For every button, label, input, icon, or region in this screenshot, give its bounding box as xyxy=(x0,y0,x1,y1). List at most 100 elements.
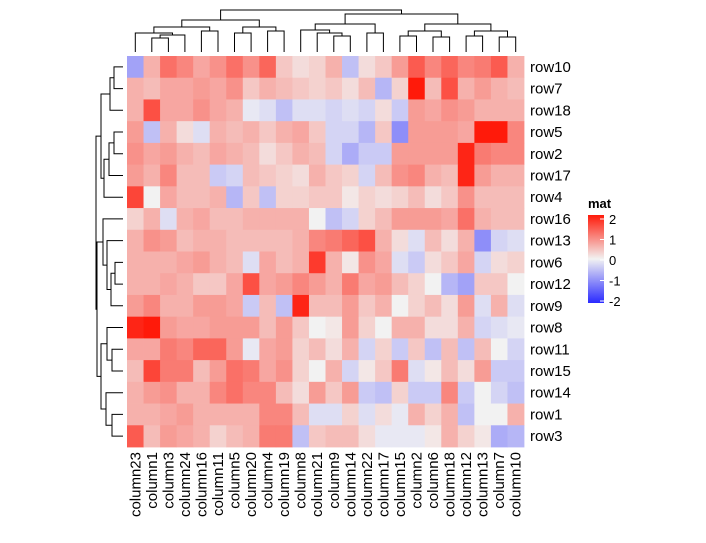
heatmap-cell-row16-column10 xyxy=(507,208,525,231)
heatmap-cell-row12-column1 xyxy=(143,273,161,296)
heatmap-cell-row9-column14 xyxy=(342,294,359,318)
column-labels: column23 column1 column3 column24 column16 co… xyxy=(127,452,524,517)
heatmap-cell-row3-column12 xyxy=(457,425,475,448)
heatmap-cell-row3-column8 xyxy=(292,425,310,448)
heatmap-cell-row10-column6 xyxy=(424,56,442,79)
heatmap-cell-row11-column8 xyxy=(292,338,310,361)
heatmap-cell-row9-column12 xyxy=(457,294,475,318)
heatmap-cell-row14-column23 xyxy=(127,381,144,404)
heatmap-cell-row5-column1 xyxy=(143,121,161,144)
heatmap-cell-row17-column14 xyxy=(342,164,359,187)
heatmap-cell-row7-column6 xyxy=(424,77,442,100)
heatmap-cell-row17-column6 xyxy=(424,164,442,187)
heatmap-cell-row13-column6 xyxy=(424,229,442,252)
heatmap-cell-row18-column15 xyxy=(391,99,409,122)
heatmap-cell-row6-column7 xyxy=(490,251,508,274)
heatmap-cell-row15-column20 xyxy=(242,360,260,383)
heatmap-cell-row15-column4 xyxy=(259,360,277,383)
heatmap-cell-row17-column24 xyxy=(176,164,194,187)
heatmap-cell-row7-column17 xyxy=(375,77,393,100)
heatmap-cell-row16-column2 xyxy=(408,208,426,231)
heatmap-cell-row12-column9 xyxy=(325,273,343,296)
heatmap-cell-row18-column13 xyxy=(474,99,492,122)
heatmap-cell-row10-column18 xyxy=(441,56,459,79)
heatmap-cell-row8-column3 xyxy=(160,316,178,339)
heatmap-cell-row3-column11 xyxy=(209,425,227,448)
heatmap-cell-row18-column7 xyxy=(490,99,508,122)
heatmap-cell-row8-column19 xyxy=(275,316,293,339)
heatmap-cell-row8-column23 xyxy=(127,316,144,339)
heatmap-cell-row7-column20 xyxy=(242,77,260,100)
heatmap-cell-row2-column23 xyxy=(127,142,144,166)
row-dendrogram-branch-2 xyxy=(113,131,123,155)
heatmap-cell-row12-column13 xyxy=(474,273,492,296)
heatmap-cell-row10-column5 xyxy=(226,56,244,79)
heatmap-cell-row2-column19 xyxy=(275,142,293,166)
heatmap-cell-row13-column18 xyxy=(441,229,459,252)
heatmap-cell-row4-column5 xyxy=(226,186,244,209)
column-dendrogram-branch-17 xyxy=(465,35,484,52)
heatmap-cell-row11-column23 xyxy=(127,338,144,361)
heatmap-cell-row16-column12 xyxy=(457,208,475,231)
heatmap-cell-row3-column5 xyxy=(226,425,244,448)
heatmap-cell-row7-column21 xyxy=(308,77,326,100)
heatmap-cell-row6-column19 xyxy=(275,251,293,274)
row-labels: row10 row7 row18 row5 row2 row17 row4 row16 row1… xyxy=(530,59,571,445)
heatmap-cell-row4-column24 xyxy=(176,186,194,209)
heatmap-cell-row16-column8 xyxy=(292,208,310,231)
heatmap-cell-row3-column2 xyxy=(408,425,426,448)
column-dendrogram xyxy=(134,9,517,52)
heatmap-cell-row13-column20 xyxy=(242,229,260,252)
color-legend: mat 2 1 0 -1 -2 xyxy=(588,196,621,309)
heatmap-cell-row9-column15 xyxy=(391,294,409,318)
heatmap-cell-row12-column6 xyxy=(424,273,442,296)
row-label-row15: row15 xyxy=(530,363,571,380)
column-label-column22: column22 xyxy=(359,452,376,517)
heatmap-cell-row8-column5 xyxy=(226,316,244,339)
row-dendrogram-branch-15 xyxy=(96,241,103,377)
heatmap-cell-row4-column2 xyxy=(408,186,426,209)
heatmap-cell-row5-column14 xyxy=(342,121,359,144)
heatmap-cell-row7-column16 xyxy=(193,77,211,100)
heatmap-cell-row18-column20 xyxy=(242,99,260,122)
column-dendrogram-branch-8 xyxy=(181,19,260,27)
heatmap-cell-row14-column4 xyxy=(259,381,277,404)
heatmap-cell-row1-column10 xyxy=(507,403,525,426)
heatmap-cell-row14-column17 xyxy=(375,381,393,404)
heatmap-cell-row17-column8 xyxy=(292,164,310,187)
heatmap-cell-row2-column8 xyxy=(292,142,310,166)
heatmap-cell-row11-column10 xyxy=(507,338,525,361)
heatmap-cell-row14-column22 xyxy=(358,381,376,404)
heatmap-cell-row3-column24 xyxy=(176,425,194,448)
heatmap-cell-row1-column19 xyxy=(275,403,293,426)
heatmap-cell-row7-column2 xyxy=(408,77,426,100)
heatmap-cell-row6-column8 xyxy=(292,251,310,274)
heatmap-cell-row1-column13 xyxy=(474,403,492,426)
heatmap-cell-row14-column15 xyxy=(391,381,409,404)
heatmap-cell-row15-column17 xyxy=(375,360,393,383)
heatmap-cell-row5-column22 xyxy=(358,121,376,144)
heatmap-cell-row18-column11 xyxy=(209,99,227,122)
heatmap-cell-row7-column15 xyxy=(391,77,409,100)
heatmap-cell-row16-column20 xyxy=(242,208,260,231)
column-dendrogram-branch-15 xyxy=(432,36,451,52)
heatmap-cell-row2-column13 xyxy=(474,142,492,166)
heatmap-cell-row6-column21 xyxy=(308,251,326,274)
heatmap-cell-row2-column24 xyxy=(176,142,194,166)
column-label-column19: column19 xyxy=(276,452,293,517)
heatmap-cell-row9-column1 xyxy=(143,294,161,318)
heatmap-cell-row18-column9 xyxy=(325,99,343,122)
heatmap-cell-row11-column3 xyxy=(160,338,178,361)
heatmap-cell-row16-column17 xyxy=(375,208,393,231)
heatmap-cell-row11-column11 xyxy=(209,338,227,361)
heatmap-cell-row2-column16 xyxy=(193,142,211,166)
heatmap-cell-row11-column19 xyxy=(275,338,293,361)
heatmap-cell-row7-column18 xyxy=(441,77,459,100)
heatmap-cell-row1-column18 xyxy=(441,403,459,426)
heatmap-cell-row6-column24 xyxy=(176,251,194,274)
heatmap-cell-row12-column21 xyxy=(308,273,326,296)
heatmap-cell-row1-column1 xyxy=(143,403,161,426)
heatmap-cell-row3-column18 xyxy=(441,425,459,448)
legend-tick-label-3: -1 xyxy=(609,274,621,289)
column-dendrogram-branch-14 xyxy=(399,35,417,52)
